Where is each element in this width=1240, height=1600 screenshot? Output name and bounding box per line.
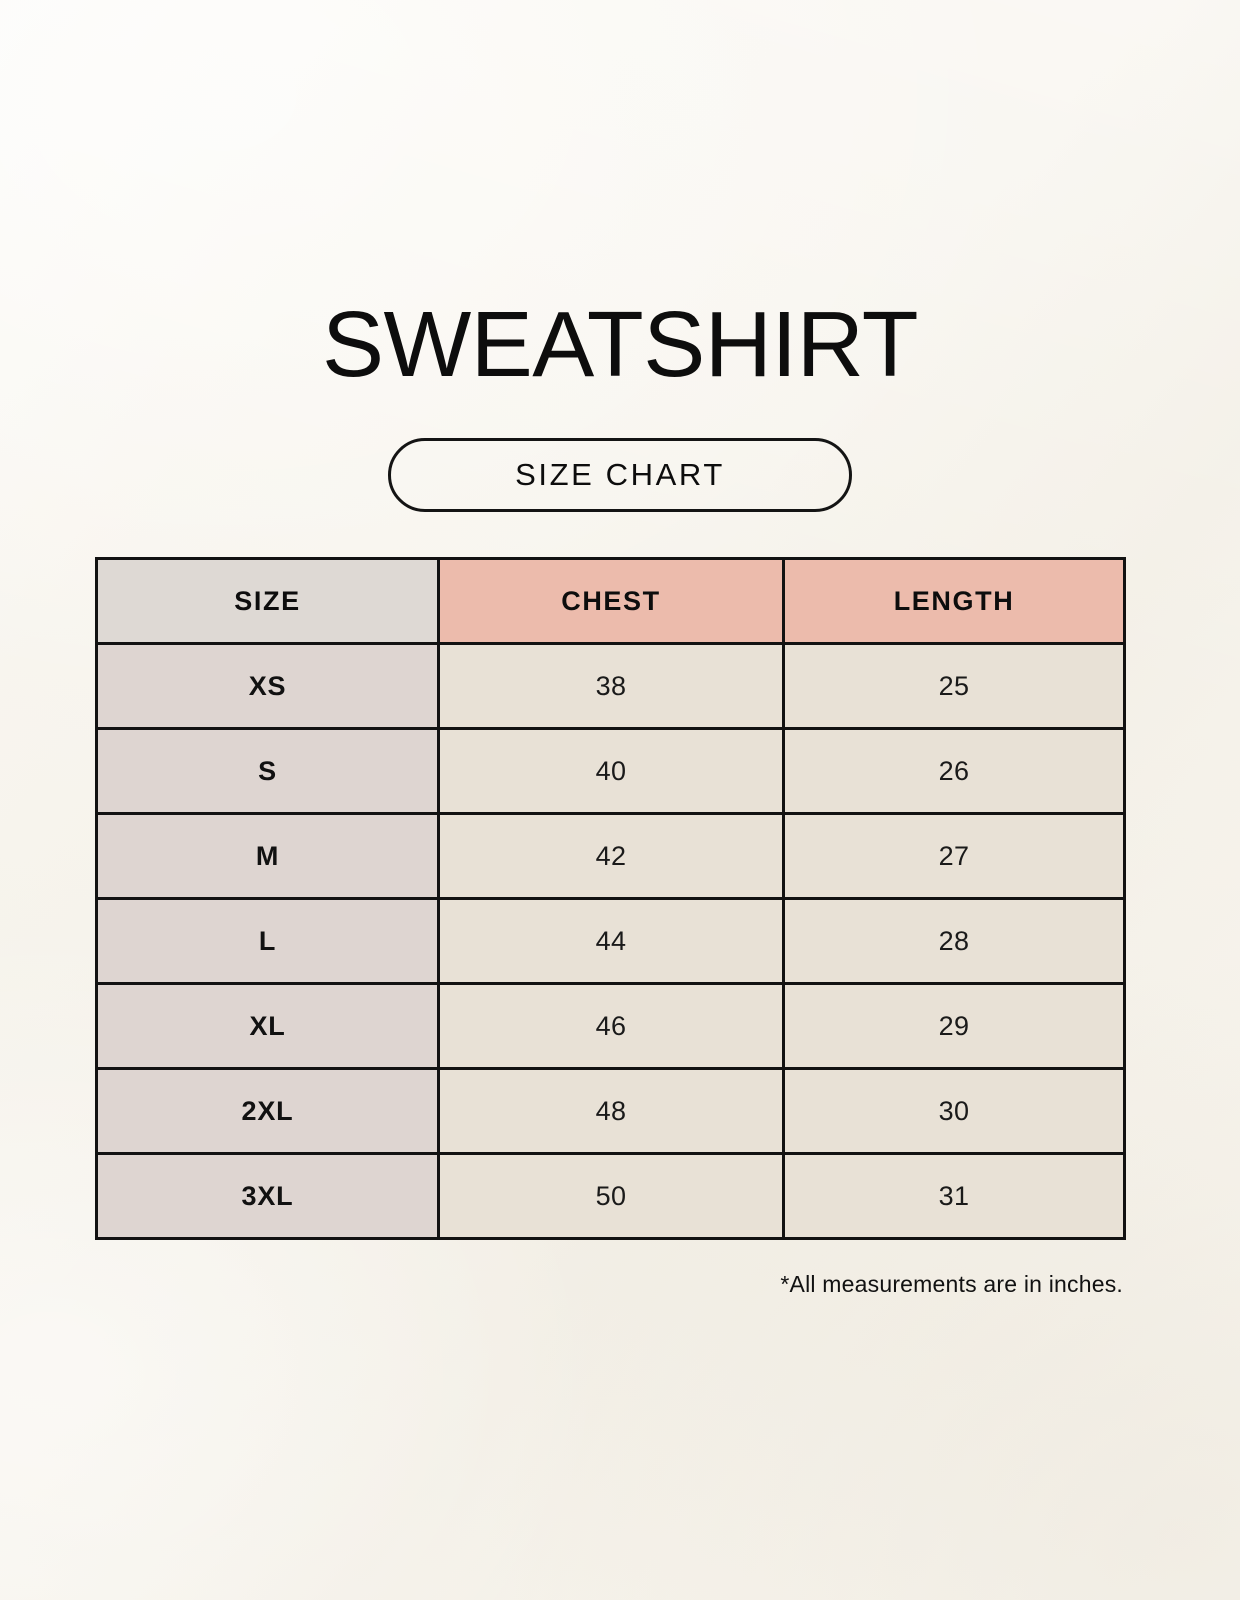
cell-size: M [95,812,440,900]
table-row: 2XL 48 30 [95,1067,1126,1155]
badge-container: SIZE CHART [0,438,1240,512]
table-row: S 40 26 [95,727,1126,815]
cell-chest: 40 [437,727,785,815]
cell-size: XS [95,642,440,730]
size-table-container: SIZE CHEST LENGTH XS 38 25 S 40 26 M [95,557,1126,1240]
size-chart-badge: SIZE CHART [388,438,852,512]
table-row: XL 46 29 [95,982,1126,1070]
column-header-length: LENGTH [782,557,1126,645]
cell-size: 2XL [95,1067,440,1155]
column-header-chest: CHEST [437,557,785,645]
cell-size: XL [95,982,440,1070]
table-row: L 44 28 [95,897,1126,985]
cell-length: 25 [782,642,1126,730]
cell-size: S [95,727,440,815]
measurement-note: *All measurements are in inches. [780,1271,1123,1297]
cell-chest: 46 [437,982,785,1070]
cell-chest: 48 [437,1067,785,1155]
cell-chest: 38 [437,642,785,730]
cell-chest: 42 [437,812,785,900]
table-row: XS 38 25 [95,642,1126,730]
cell-length: 30 [782,1067,1126,1155]
cell-length: 26 [782,727,1126,815]
cell-size: L [95,897,440,985]
cell-length: 28 [782,897,1126,985]
column-header-size: SIZE [95,557,440,645]
size-table: SIZE CHEST LENGTH XS 38 25 S 40 26 M [95,557,1126,1240]
cell-length: 27 [782,812,1126,900]
page-title: SWEATSHIRT [321,292,919,396]
table-row: M 42 27 [95,812,1126,900]
cell-chest: 50 [437,1152,785,1240]
table-header-row: SIZE CHEST LENGTH [95,557,1126,645]
cell-length: 29 [782,982,1126,1070]
cell-chest: 44 [437,897,785,985]
cell-length: 31 [782,1152,1126,1240]
cell-size: 3XL [95,1152,440,1240]
table-row: 3XL 50 31 [95,1152,1126,1240]
